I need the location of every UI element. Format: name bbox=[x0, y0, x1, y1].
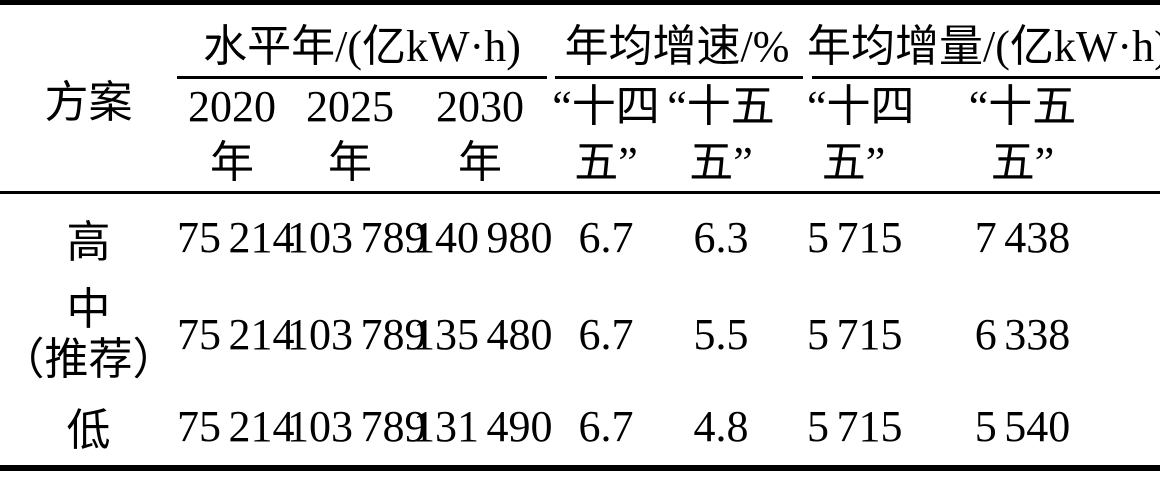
table-cell: 75 214 bbox=[177, 213, 295, 263]
period-label-line2: 五” bbox=[689, 137, 753, 187]
column-header-2030: 2030 年 bbox=[413, 78, 547, 194]
column-header-scheme: 方案 bbox=[0, 2, 177, 194]
column-group-avg-growth-rate: 年均增速/% bbox=[547, 3, 807, 79]
year-label-line1: 2020 bbox=[188, 81, 276, 131]
table-cell: 135 480 bbox=[413, 310, 553, 359]
period-label-line2: 五” bbox=[990, 137, 1055, 187]
row-label-medium: 中 （推荐） bbox=[0, 282, 177, 388]
table-cell: 7 438 bbox=[974, 213, 1071, 263]
table-cell: 5 715 bbox=[807, 213, 903, 263]
period-label-line2: 五” bbox=[821, 137, 886, 187]
table-cell: 103 789 bbox=[287, 213, 427, 263]
column-header-14th-fyp-increment: “十四 五” bbox=[807, 78, 931, 194]
period-label-line1: “十五 bbox=[667, 81, 775, 131]
year-label-line2: 年 bbox=[328, 137, 372, 187]
column-group-horizon-year: 水平年/(亿kW·h) bbox=[177, 3, 547, 79]
table-row-low: 低 75 214 103 789 131 490 6.7 4.8 5 715 5… bbox=[0, 388, 1160, 468]
table-cell: 5 715 bbox=[807, 401, 903, 451]
table-cell: 5.5 bbox=[693, 310, 749, 359]
row-label-line2: （推荐） bbox=[0, 334, 177, 384]
table-cell: 6.7 bbox=[578, 213, 634, 263]
table-header: 方案 水平年/(亿kW·h) 年均增速/% 年均增量/(亿kW·h) 2020 … bbox=[0, 2, 1160, 194]
table-row-medium-recommended: 中 （推荐） 75 214 103 789 135 480 6.7 5.5 5 … bbox=[0, 282, 1160, 388]
table-cell: 103 789 bbox=[287, 310, 427, 359]
column-header-2025: 2025 年 bbox=[287, 78, 413, 194]
table-cell: 6 338 bbox=[974, 310, 1071, 359]
header-group-row: 方案 水平年/(亿kW·h) 年均增速/% 年均增量/(亿kW·h) bbox=[0, 2, 1160, 194]
row-label-line1: 中 bbox=[66, 284, 111, 334]
year-label-line1: 2030 bbox=[436, 81, 524, 131]
table-body: 高 75 214 103 789 140 980 6.7 6.3 5 715 7… bbox=[0, 193, 1160, 468]
table-row-high: 高 75 214 103 789 140 980 6.7 6.3 5 715 7… bbox=[0, 193, 1160, 282]
table-cell: 140 980 bbox=[413, 213, 553, 263]
table-cell: 4.8 bbox=[693, 401, 749, 451]
column-group-avg-increment: 年均增量/(亿kW·h) bbox=[807, 3, 1160, 79]
table-cell: 6.3 bbox=[693, 213, 749, 263]
column-header-2020: 2020 年 bbox=[177, 78, 287, 194]
year-label-line1: 2025 bbox=[306, 81, 394, 131]
table-cell: 6.7 bbox=[578, 401, 634, 451]
table-cell: 6.7 bbox=[578, 310, 634, 359]
column-header-15th-fyp-increment: “十五 五” bbox=[930, 78, 1160, 194]
table-cell: 75 214 bbox=[177, 401, 295, 451]
period-label-line2: 五” bbox=[574, 137, 638, 187]
table-cell: 131 490 bbox=[413, 401, 553, 451]
year-label-line2: 年 bbox=[210, 137, 254, 187]
period-label-line1: “十四 bbox=[807, 81, 915, 131]
table-cell: 103 789 bbox=[287, 401, 427, 451]
row-label-low: 低 bbox=[66, 406, 111, 455]
column-header-14th-fyp-rate: “十四 五” bbox=[547, 78, 665, 194]
header-sub-row: 2020 年 2025 年 2030 年 “十四 五” “十五 五” “十四 五… bbox=[0, 78, 1160, 194]
row-label-high: 高 bbox=[66, 217, 111, 267]
table-cell: 75 214 bbox=[177, 310, 295, 359]
column-header-15th-fyp-rate: “十五 五” bbox=[665, 78, 808, 194]
period-label-line1: “十五 bbox=[968, 81, 1077, 131]
period-label-line1: “十四 bbox=[552, 81, 660, 131]
year-label-line2: 年 bbox=[458, 137, 502, 187]
table-cell: 5 540 bbox=[974, 401, 1071, 451]
table-cell: 5 715 bbox=[807, 310, 903, 359]
